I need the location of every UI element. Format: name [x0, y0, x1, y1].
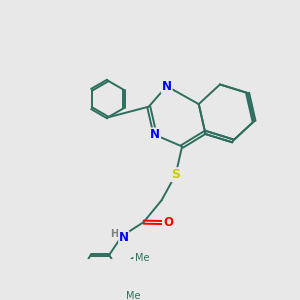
Text: Me: Me [135, 253, 150, 263]
Text: Me: Me [126, 291, 140, 300]
Text: N: N [150, 128, 160, 141]
Text: S: S [171, 168, 180, 181]
Text: N: N [162, 80, 172, 93]
Text: N: N [119, 231, 129, 244]
Text: O: O [163, 216, 173, 229]
Text: H: H [111, 229, 119, 239]
